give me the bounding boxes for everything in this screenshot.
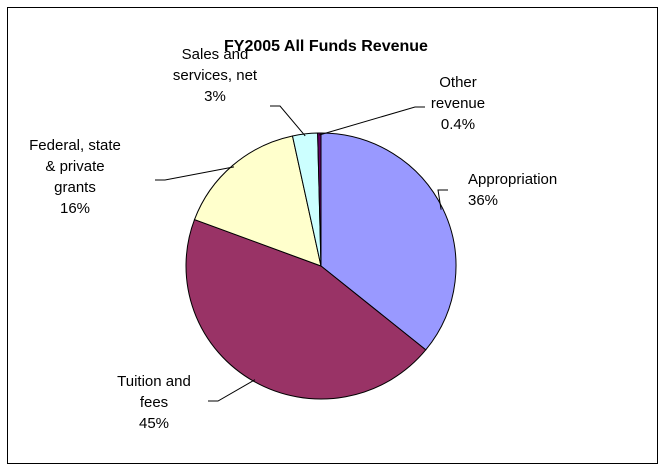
slice-label-sales: Sales and services, net 3% — [173, 46, 258, 105]
slice-label-other: Other revenue 0.4% — [431, 74, 485, 133]
slice-name-line: Appropriation — [468, 171, 557, 188]
pie-slice-grants — [193, 135, 322, 267]
slice-label-appropriation: Appropriation 36% — [468, 171, 557, 209]
slice-name-line: grants — [54, 179, 96, 196]
pie-slices — [185, 132, 457, 400]
pie-slice-appropriation — [320, 132, 457, 351]
pie-slice-other — [317, 132, 322, 267]
leader-line-other — [319, 106, 425, 136]
slice-name-line: Sales and — [182, 46, 249, 63]
slice-percent-other: 0.4% — [441, 116, 475, 133]
slice-name-line: services, net — [173, 67, 258, 84]
slice-name-line: fees — [140, 394, 168, 411]
slice-percent-appropriation: 36% — [468, 192, 498, 209]
leader-line-appropriation — [437, 189, 448, 210]
slice-name-line: Federal, state — [29, 137, 121, 154]
slice-percent-grants: 16% — [60, 200, 90, 217]
leader-line-sales — [270, 105, 306, 137]
leader-lines — [155, 105, 448, 402]
slice-name-line: Tuition and — [117, 373, 191, 390]
pie-chart: FY2005 All Funds Revenue Appropriation 36… — [29, 38, 557, 432]
chart-title: FY2005 All Funds Revenue — [224, 38, 428, 55]
leader-line-tuition — [208, 379, 256, 402]
leader-line-grants — [155, 166, 235, 181]
slice-labels: Appropriation 36% Tuition and fees 45% Federa… — [29, 46, 557, 432]
slice-name-line: revenue — [431, 95, 485, 112]
slice-label-grants: Federal, state & private grants 16% — [29, 137, 121, 217]
slice-name-line: Other — [439, 74, 477, 91]
chart-frame: FY2005 All Funds Revenue Appropriation 36… — [7, 7, 658, 464]
slice-percent-sales: 3% — [204, 88, 226, 105]
slice-percent-tuition: 45% — [139, 415, 169, 432]
slice-label-tuition: Tuition and fees 45% — [117, 373, 191, 432]
pie-slice-tuition — [185, 218, 427, 400]
slice-name-line: & private — [45, 158, 104, 175]
